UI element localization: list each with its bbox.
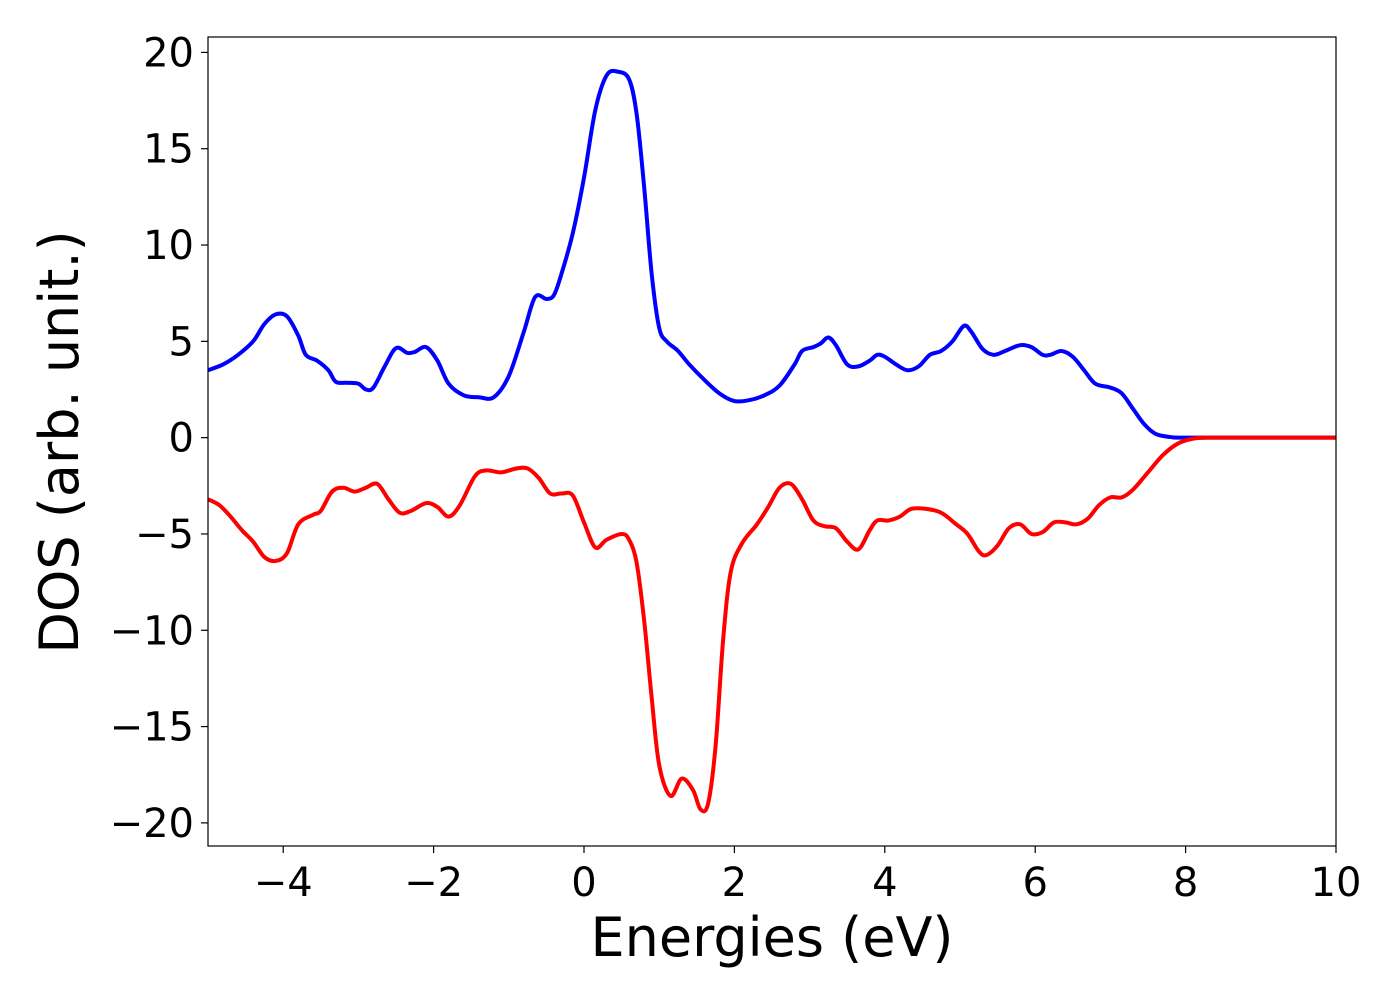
y-tick-label: 20 [143, 30, 194, 76]
x-tick-label: 8 [1173, 860, 1198, 906]
x-tick-label: 2 [722, 860, 747, 906]
y-tick-label: 15 [143, 127, 194, 173]
x-tick-label: 10 [1311, 860, 1362, 906]
y-tick-label: 0 [169, 416, 194, 462]
series-line-2 [207, 435, 1336, 814]
y-tick-label: −5 [135, 512, 194, 558]
y-tick-label: −15 [110, 705, 194, 751]
y-tick-label: 5 [169, 319, 194, 365]
x-tick-label: 0 [571, 860, 596, 906]
x-tick-label: −4 [254, 860, 313, 906]
x-tick-label: 4 [872, 860, 897, 906]
y-axis-ticks: −20 −15 −10 −5 0 5 10 15 20 [110, 30, 208, 847]
series-group [207, 68, 1336, 814]
y-axis-label: DOS (arb. unit.) [28, 230, 91, 653]
x-axis-label: Energies (eV) [591, 906, 954, 969]
x-tick-label: 6 [1022, 860, 1047, 906]
series-line-1 [207, 68, 1336, 440]
x-axis-ticks: −4 −2 0 2 4 6 8 10 [254, 846, 1362, 906]
plot-area-frame [207, 36, 1337, 847]
x-tick-label: −2 [404, 860, 463, 906]
y-tick-label: −20 [110, 801, 194, 847]
y-tick-label: −10 [110, 608, 194, 654]
y-tick-label: 10 [143, 223, 194, 269]
